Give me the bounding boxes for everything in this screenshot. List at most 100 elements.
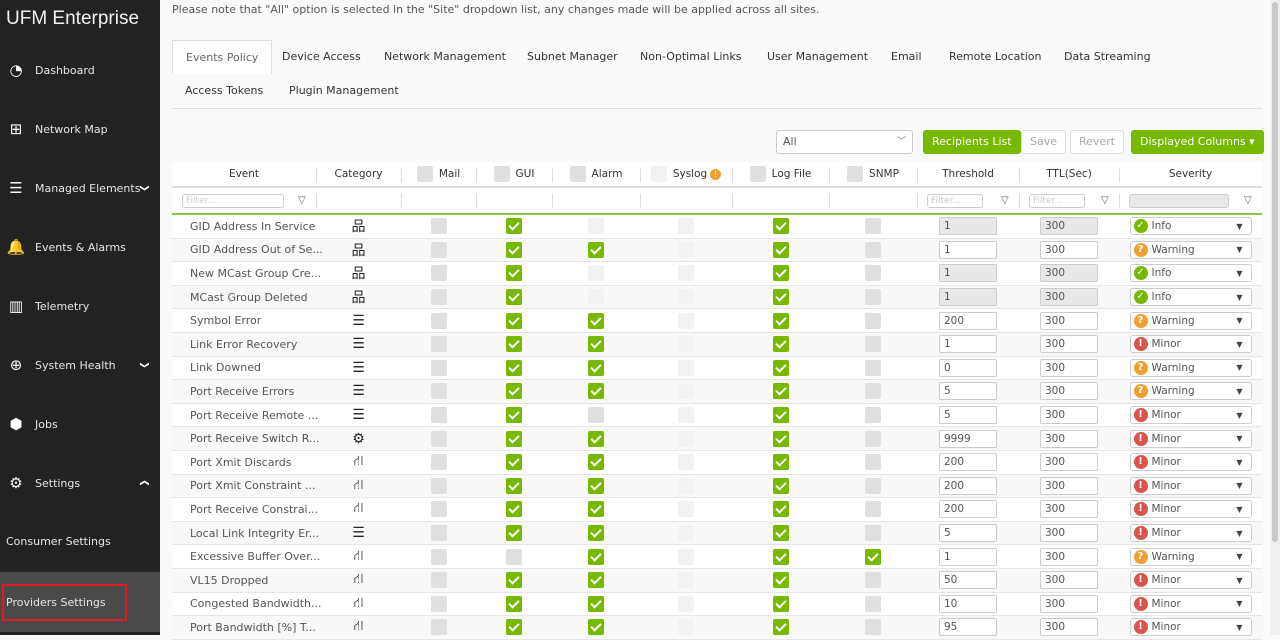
ttl-input[interactable]: 300 [1040, 571, 1098, 590]
threshold-input[interactable]: 9999 [939, 429, 997, 448]
alarm-checkbox[interactable] [588, 454, 604, 471]
severity-select[interactable]: ! Minor ▼ [1129, 618, 1252, 637]
filter-icon[interactable]: ▽ [1101, 195, 1109, 206]
logfile-checkbox[interactable] [772, 619, 789, 636]
logfile-checkbox[interactable] [772, 265, 789, 282]
sidebar-item-network-map[interactable]: ⊞ Network Map [0, 109, 160, 149]
alarm-checkbox[interactable] [588, 572, 604, 589]
threshold-input[interactable]: 200 [939, 500, 997, 519]
alarm-checkbox[interactable] [588, 477, 604, 494]
threshold-filter-input[interactable]: Filter... [927, 194, 983, 208]
gui-checkbox[interactable] [506, 548, 522, 565]
snmp-checkbox[interactable] [865, 454, 881, 471]
site-select[interactable]: All ﹀ [776, 130, 913, 154]
ttl-input[interactable]: 300 [1040, 476, 1098, 495]
severity-select[interactable]: ! Minor ▼ [1129, 524, 1252, 543]
mail-checkbox[interactable] [430, 265, 447, 282]
ttl-input[interactable]: 300 [1040, 358, 1098, 377]
column-header-category[interactable]: Category [316, 162, 401, 186]
threshold-input[interactable]: 10 [939, 594, 997, 613]
sidebar-item-telemetry[interactable]: ▥ Telemetry [0, 286, 160, 326]
threshold-input[interactable]: 1 [939, 547, 997, 566]
mail-checkbox[interactable] [430, 501, 447, 518]
gui-checkbox[interactable] [506, 572, 522, 589]
gui-checkbox[interactable] [506, 501, 522, 518]
snmp-checkbox[interactable] [865, 525, 881, 542]
column-header-syslog[interactable]: Syslog! [640, 162, 732, 186]
gui-checkbox[interactable] [506, 619, 522, 636]
column-header-alarm[interactable]: Alarm [552, 162, 640, 186]
sidebar-item-system-health[interactable]: ⊕ System Health ❯ [0, 345, 160, 385]
snmp-checkbox[interactable] [865, 359, 881, 376]
filter-icon[interactable]: ▽ [1001, 195, 1009, 206]
mail-checkbox[interactable] [430, 454, 447, 471]
mail-checkbox[interactable] [430, 477, 447, 494]
alarm-checkbox[interactable] [588, 525, 604, 542]
severity-select[interactable]: ? Warning ▼ [1129, 311, 1252, 330]
alarm-checkbox[interactable] [588, 407, 604, 424]
threshold-input[interactable]: 5 [939, 406, 997, 425]
event-filter-input[interactable]: Filter... [182, 194, 284, 208]
tab-device-access[interactable]: Device Access [282, 50, 361, 63]
snmp-checkbox[interactable] [865, 336, 881, 353]
logfile-checkbox[interactable] [772, 430, 789, 447]
gui-checkbox[interactable] [506, 312, 522, 329]
mail-checkbox[interactable] [430, 383, 447, 400]
sidebar-item-settings[interactable]: ⚙ Settings ❮ [0, 463, 160, 503]
severity-filter-input[interactable] [1129, 194, 1229, 208]
alarm-checkbox[interactable] [588, 595, 604, 612]
gui-checkbox[interactable] [506, 525, 522, 542]
mail-checkbox[interactable] [430, 548, 447, 565]
ttl-input[interactable]: 300 [1040, 524, 1098, 543]
ttl-input[interactable]: 300 [1040, 618, 1098, 637]
gui-checkbox[interactable] [506, 336, 522, 353]
snmp-checkbox[interactable] [865, 241, 881, 258]
snmp-checkbox[interactable] [865, 572, 881, 589]
threshold-input[interactable]: 5 [939, 382, 997, 401]
filter-icon[interactable]: ▽ [1244, 195, 1252, 206]
snmp-checkbox[interactable] [865, 265, 881, 282]
mail-checkbox[interactable] [430, 572, 447, 589]
tab-non-optimal-links[interactable]: Non-Optimal Links [640, 50, 742, 63]
mail-checkbox[interactable] [430, 218, 447, 235]
gui-checkbox[interactable] [506, 218, 522, 235]
mail-checkbox[interactable] [430, 289, 447, 306]
alarm-checkbox[interactable] [588, 430, 604, 447]
gui-checkbox[interactable] [506, 595, 522, 612]
mail-checkbox[interactable] [430, 430, 447, 447]
sidebar-item-jobs[interactable]: ⬢ Jobs [0, 404, 160, 444]
ttl-filter-input[interactable]: Filter... [1029, 194, 1085, 208]
logfile-checkbox[interactable] [772, 454, 789, 471]
ttl-input[interactable]: 300 [1040, 500, 1098, 519]
sidebar-item-consumer-settings[interactable]: Consumer Settings [0, 521, 160, 561]
snmp-checkbox[interactable] [865, 477, 881, 494]
ttl-input[interactable]: 300 [1040, 547, 1098, 566]
mail-checkbox[interactable] [430, 619, 447, 636]
gui-checkbox[interactable] [506, 430, 522, 447]
ttl-input[interactable]: 300 [1040, 453, 1098, 472]
severity-select[interactable]: ? Warning ▼ [1129, 240, 1252, 259]
filter-icon[interactable]: ▽ [298, 195, 306, 206]
column-header-mail[interactable]: Mail [401, 162, 476, 186]
logfile-checkbox[interactable] [772, 383, 789, 400]
sidebar-item-managed-elements[interactable]: ☰ Managed Elements ❯ [0, 168, 160, 208]
displayed-columns-button[interactable]: Displayed Columns ▾ [1131, 130, 1264, 154]
logfile-checkbox[interactable] [772, 336, 789, 353]
gui-checkbox[interactable] [506, 359, 522, 376]
logfile-checkbox[interactable] [772, 501, 789, 518]
gui-checkbox[interactable] [506, 383, 522, 400]
mail-checkbox[interactable] [430, 312, 447, 329]
tab-user-management[interactable]: User Management [767, 50, 869, 63]
mail-checkbox[interactable] [430, 359, 447, 376]
snmp-checkbox[interactable] [865, 218, 881, 235]
snmp-checkbox[interactable] [865, 430, 881, 447]
logfile-checkbox[interactable] [772, 407, 789, 424]
logfile-checkbox[interactable] [772, 572, 789, 589]
gui-checkbox[interactable] [506, 407, 522, 424]
gui-checkbox[interactable] [506, 241, 522, 258]
severity-select[interactable]: ✓ Info ▼ [1129, 264, 1252, 283]
ttl-input[interactable]: 300 [1040, 335, 1098, 354]
ttl-input[interactable]: 300 [1040, 429, 1098, 448]
scrollbar[interactable] [1270, 0, 1280, 635]
alarm-checkbox[interactable] [588, 312, 604, 329]
